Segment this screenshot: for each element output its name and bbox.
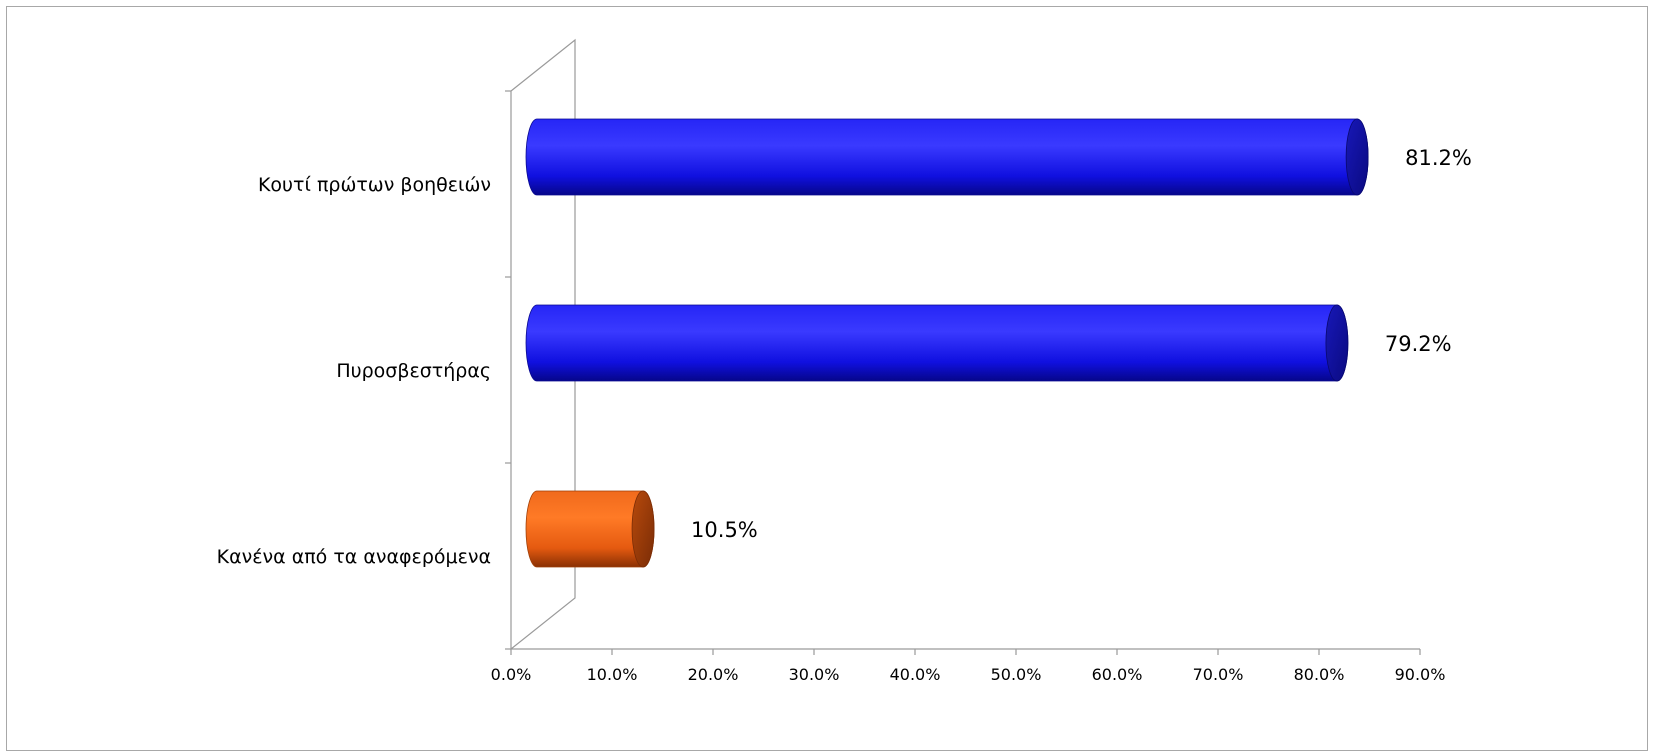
category-label: Πυροσβεστήρας bbox=[336, 360, 491, 382]
x-tick-label: 90.0% bbox=[1395, 665, 1446, 684]
value-label: 10.5% bbox=[691, 518, 758, 542]
x-tick-label: 50.0% bbox=[991, 665, 1042, 684]
category-label: Κανένα από τα αναφερόμενα bbox=[217, 546, 491, 568]
x-tick-label: 40.0% bbox=[890, 665, 941, 684]
bar-cap bbox=[1345, 118, 1369, 196]
bar-body bbox=[525, 304, 1349, 382]
x-tick-label: 0.0% bbox=[491, 665, 532, 684]
x-tick-label: 60.0% bbox=[1092, 665, 1143, 684]
bar-body bbox=[525, 118, 1369, 196]
x-tick-label: 30.0% bbox=[789, 665, 840, 684]
x-tick-label: 80.0% bbox=[1294, 665, 1345, 684]
axes bbox=[505, 38, 1421, 655]
chart-area: 0.0% 10.0% 20.0% 30.0% 40.0% 50.0% 60.0% 70.0% 8… bbox=[6, 6, 1648, 751]
bar-1 bbox=[525, 118, 1369, 196]
bar-3 bbox=[525, 490, 655, 568]
value-label: 81.2% bbox=[1405, 146, 1472, 170]
labels: 0.0% 10.0% 20.0% 30.0% 40.0% 50.0% 60.0% 70.0% 8… bbox=[217, 146, 1472, 684]
value-label: 79.2% bbox=[1385, 332, 1452, 356]
x-tick-label: 70.0% bbox=[1193, 665, 1244, 684]
bar-chart: 0.0% 10.0% 20.0% 30.0% 40.0% 50.0% 60.0% 70.0% 8… bbox=[217, 38, 1472, 684]
x-tick-label: 10.0% bbox=[587, 665, 638, 684]
bar-cap bbox=[631, 490, 655, 568]
bars bbox=[525, 118, 1369, 568]
bar-2 bbox=[525, 304, 1349, 382]
category-label: Κουτί πρώτων βοηθειών bbox=[258, 174, 491, 196]
bar-cap bbox=[1325, 304, 1349, 382]
x-tick-label: 20.0% bbox=[688, 665, 739, 684]
